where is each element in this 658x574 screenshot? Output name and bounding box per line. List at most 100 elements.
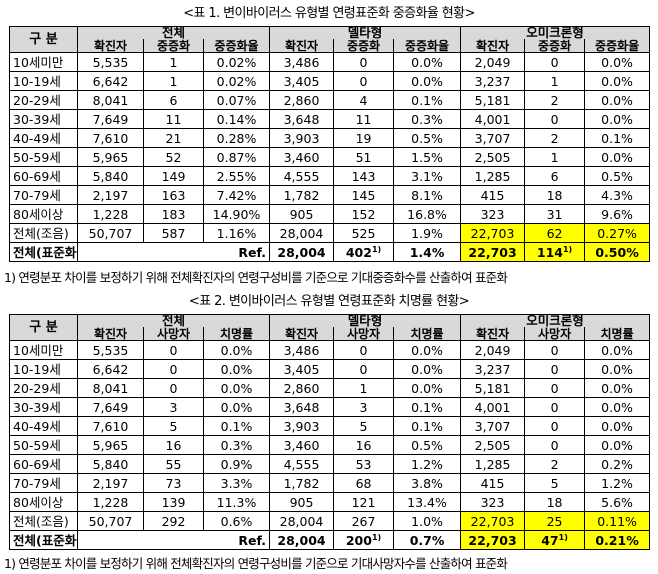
- table-cell: 1,782: [269, 473, 335, 493]
- table-row: 20-29세 8,041 0 0.0% 2,860 1 0.0% 5,181 0 0.0%: [9, 378, 651, 398]
- header-confirmed: 확진자: [269, 327, 335, 341]
- reference-cell: Ref.: [76, 530, 271, 550]
- row-label: 40-49세: [9, 416, 78, 436]
- table-cell: 16.8%: [393, 204, 462, 224]
- table-cell: 0: [143, 359, 204, 379]
- table-cell: 28,004: [269, 530, 335, 550]
- table-row: 50-59세 5,965 52 0.87% 3,460 51 1.5% 2,505 1 0.0%: [9, 147, 651, 167]
- table-cell: 5,965: [77, 147, 144, 167]
- table-cell: 0.1%: [393, 397, 462, 417]
- row-label: 80세이상: [9, 204, 78, 224]
- table-cell: 5,840: [77, 166, 144, 186]
- standardized-row: 전체(표준화율)Ref.28,0042001)0.7%22,703471)0.2…: [9, 530, 651, 550]
- table-cell: 3,648: [269, 397, 335, 417]
- table-cell: 55: [143, 454, 204, 474]
- table-cell: 0.9%: [202, 454, 271, 474]
- table-cell: 16: [333, 435, 395, 455]
- table-cell: 0: [524, 359, 586, 379]
- table-cell: 163: [143, 185, 204, 205]
- table-cell: 2,049: [460, 340, 526, 360]
- table-cell: 4.3%: [584, 185, 651, 205]
- table-cell: 1.4%: [393, 242, 462, 262]
- table-cell: 587: [143, 223, 204, 243]
- table-cell: 3.8%: [393, 473, 462, 493]
- table-cell: 1: [143, 52, 204, 72]
- table-cell: 3,237: [460, 71, 526, 91]
- table-cell: 0.21%: [584, 530, 651, 550]
- table-cell: 5,181: [460, 378, 526, 398]
- footnote-marker: 1): [562, 244, 573, 254]
- table-cell: 50,707: [77, 223, 144, 243]
- table-cell: 292: [143, 511, 204, 531]
- table-cell: 0.0%: [393, 340, 462, 360]
- table-cell: 8,041: [77, 90, 144, 110]
- fatality-table: 구 분 전체 델타형 오미크론형 확진자 사망자 치명률 확진자 사망자 치명률…: [9, 314, 651, 550]
- table-cell: 121: [333, 492, 395, 512]
- header-group-delta: 델타형: [269, 314, 462, 327]
- table-cell: 0.02%: [202, 71, 271, 91]
- table-cell: 0.0%: [584, 71, 651, 91]
- row-label: 40-49세: [9, 128, 78, 148]
- table-cell: 5: [524, 473, 586, 493]
- row-label: 60-69세: [9, 454, 78, 474]
- table-cell: 0.0%: [202, 397, 271, 417]
- table-cell: 143: [333, 166, 395, 186]
- table-cell: 1: [524, 71, 586, 91]
- table-row: 10-19세 6,642 1 0.02% 3,405 0 0.0% 3,237 1 0.0%: [9, 71, 651, 91]
- table-cell: 4021): [333, 242, 395, 262]
- reference-cell: Ref.: [76, 242, 271, 262]
- header-deaths: 사망자: [524, 327, 586, 341]
- table-row: 60-69세 5,840 149 2.55% 4,555 143 3.1% 1,285 6 0.5…: [9, 166, 651, 186]
- table-cell: 7,649: [77, 397, 144, 417]
- table-cell: 0: [524, 378, 586, 398]
- table-cell: 14.90%: [202, 204, 271, 224]
- table-cell: 52: [143, 147, 204, 167]
- row-label: 10세미만: [9, 340, 78, 360]
- table-cell: 13.4%: [393, 492, 462, 512]
- table-cell: 1.2%: [393, 454, 462, 474]
- table-cell: 0.0%: [584, 378, 651, 398]
- table-row: 70-79세 2,197 163 7.42% 1,782 145 8.1% 415 18 4.3%: [9, 185, 651, 205]
- table-cell: 73: [143, 473, 204, 493]
- row-label: 전체(표준화율): [9, 530, 78, 550]
- table-cell: 5,965: [77, 435, 144, 455]
- table-cell: 28,004: [269, 242, 335, 262]
- severity-table: 구 분 전체 델타형 오미크론형 확진자 중증화 중증화율 확진자 중증화 중증…: [9, 26, 651, 262]
- table-cell: 0.2%: [584, 454, 651, 474]
- table-row: 70-79세 2,197 73 3.3% 1,782 68 3.8% 415 5 1.2%: [9, 473, 651, 493]
- table-cell: 6,642: [77, 71, 144, 91]
- table-cell: 3,903: [269, 416, 335, 436]
- table-cell: 0.0%: [393, 378, 462, 398]
- table-cell: 5.6%: [584, 492, 651, 512]
- row-label: 80세이상: [9, 492, 78, 512]
- table-cell: 3: [143, 397, 204, 417]
- table-cell: 0: [524, 397, 586, 417]
- table-cell: 0.1%: [202, 416, 271, 436]
- table-cell: 4: [333, 90, 395, 110]
- table-cell: 3.3%: [202, 473, 271, 493]
- table-cell: 2,505: [460, 435, 526, 455]
- table-cell: 3,237: [460, 359, 526, 379]
- table-cell: 53: [333, 454, 395, 474]
- table-row: 50-59세 5,965 16 0.3% 3,460 16 0.5% 2,505 0 0.0%: [9, 435, 651, 455]
- table-cell: 323: [460, 492, 526, 512]
- table-cell: 0: [524, 52, 586, 72]
- table-cell: 5: [333, 416, 395, 436]
- row-label: 60-69세: [9, 166, 78, 186]
- header-fatality-rate: 치명률: [393, 327, 462, 341]
- table-cell: 0.0%: [393, 71, 462, 91]
- table-cell: 139: [143, 492, 204, 512]
- table-cell: 0.1%: [584, 128, 651, 148]
- table-cell: 152: [333, 204, 395, 224]
- table-cell: 1,285: [460, 166, 526, 186]
- table-row: 80세이상 1,228 139 11.3% 905 121 13.4% 323 18 5.6%: [9, 492, 651, 512]
- header-severe-rate: 중증화율: [393, 39, 462, 53]
- table-cell: 1,782: [269, 185, 335, 205]
- table-cell: 2,049: [460, 52, 526, 72]
- header-fatality-rate: 치명률: [584, 327, 651, 341]
- table-row: 30-39세 7,649 11 0.14% 3,648 11 0.3% 4,001 0 0.0%: [9, 109, 651, 129]
- table-cell: 3,903: [269, 128, 335, 148]
- table-row: 10세미만 5,535 1 0.02% 3,486 0 0.0% 2,049 0 0.0%: [9, 52, 651, 72]
- header-confirmed: 확진자: [77, 327, 144, 341]
- standardized-value: 47: [541, 532, 559, 548]
